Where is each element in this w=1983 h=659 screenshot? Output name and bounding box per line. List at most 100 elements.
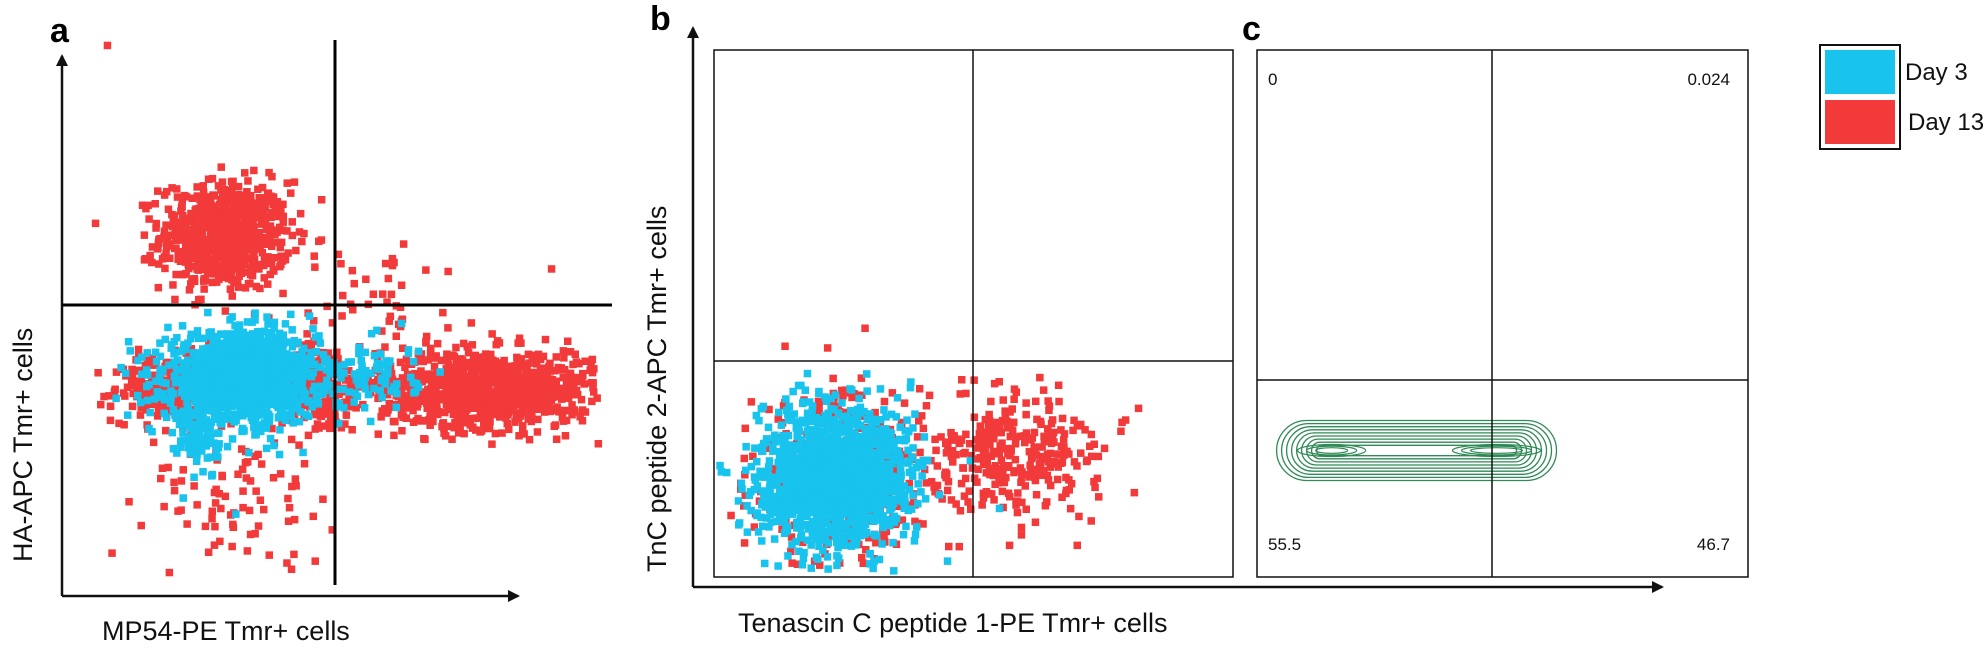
scatter-point xyxy=(197,372,205,380)
scatter-point xyxy=(378,394,386,402)
scatter-point xyxy=(192,254,200,262)
scatter-point xyxy=(426,422,434,430)
scatter-point xyxy=(498,429,506,437)
scatter-point xyxy=(217,404,225,412)
scatter-point xyxy=(403,415,411,423)
scatter-point xyxy=(247,477,255,485)
scatter-point xyxy=(254,186,262,194)
scatter-point xyxy=(291,353,299,361)
scatter-point xyxy=(439,309,447,317)
scatter-point xyxy=(141,256,149,264)
scatter-point xyxy=(472,376,480,384)
scatter-point xyxy=(405,350,413,358)
scatter-point xyxy=(374,360,382,368)
scatter-point xyxy=(562,432,570,440)
scatter-point xyxy=(748,398,756,406)
scatter-point xyxy=(401,404,409,412)
scatter-point xyxy=(999,488,1007,496)
scatter-point xyxy=(1047,463,1055,471)
scatter-point xyxy=(228,189,236,197)
scatter-point xyxy=(368,330,376,338)
scatter-point xyxy=(916,385,924,393)
scatter-point xyxy=(291,178,299,186)
scatter-point xyxy=(172,271,180,279)
scatter-point xyxy=(228,387,236,395)
scatter-point xyxy=(228,178,236,186)
scatter-point xyxy=(186,235,194,243)
scatter-point xyxy=(571,408,579,416)
scatter-point xyxy=(299,449,307,457)
scatter-point xyxy=(279,290,287,298)
scatter-point xyxy=(200,285,208,293)
scatter-point xyxy=(229,435,237,443)
scatter-point xyxy=(162,380,170,388)
scatter-point xyxy=(589,379,597,387)
scatter-point xyxy=(284,179,292,187)
scatter-point xyxy=(448,436,456,444)
scatter-point xyxy=(982,448,990,456)
scatter-point xyxy=(233,217,241,225)
panel-a-x-label: MP54-PE Tmr+ cells xyxy=(102,616,350,646)
scatter-point xyxy=(304,398,312,406)
scatter-point xyxy=(375,430,383,438)
scatter-point xyxy=(257,394,265,402)
scatter-point xyxy=(383,358,391,366)
scatter-point xyxy=(339,292,347,300)
scatter-point xyxy=(185,261,193,269)
panel-a-series-day-13 xyxy=(92,42,602,577)
scatter-point xyxy=(877,385,885,393)
scatter-point xyxy=(553,393,561,401)
scatter-point xyxy=(1001,479,1009,487)
scatter-point xyxy=(148,259,156,267)
scatter-point xyxy=(238,203,246,211)
scatter-point xyxy=(254,344,262,352)
scatter-point xyxy=(235,273,243,281)
scatter-point xyxy=(145,215,153,223)
scatter-point xyxy=(1037,421,1045,429)
scatter-point xyxy=(292,388,300,396)
scatter-point xyxy=(574,391,582,399)
scatter-point xyxy=(148,428,156,436)
scatter-point xyxy=(244,318,252,326)
scatter-point xyxy=(1088,431,1096,439)
scatter-point xyxy=(264,280,272,288)
scatter-point xyxy=(220,364,228,372)
scatter-point xyxy=(204,309,212,317)
scatter-point xyxy=(1010,469,1018,477)
scatter-point xyxy=(1074,542,1082,550)
scatter-point xyxy=(427,349,435,357)
scatter-point xyxy=(992,424,1000,432)
scatter-point xyxy=(199,468,207,476)
scatter-point xyxy=(553,353,561,361)
scatter-point xyxy=(1040,386,1048,394)
scatter-point xyxy=(226,257,234,265)
scatter-point xyxy=(308,373,316,381)
scatter-point xyxy=(219,390,227,398)
scatter-point xyxy=(199,234,207,242)
scatter-point xyxy=(442,432,450,440)
scatter-point xyxy=(361,404,369,412)
scatter-point xyxy=(167,387,175,395)
scatter-point xyxy=(237,410,245,418)
scatter-point xyxy=(248,414,256,422)
scatter-point xyxy=(268,173,276,181)
scatter-point xyxy=(944,487,952,495)
scatter-point xyxy=(169,281,177,289)
scatter-point xyxy=(472,367,480,375)
scatter-point xyxy=(473,414,481,422)
scatter-point xyxy=(286,504,294,512)
scatter-point xyxy=(595,440,603,448)
scatter-point xyxy=(317,383,325,391)
scatter-point xyxy=(171,231,179,239)
scatter-point xyxy=(744,528,752,536)
scatter-point xyxy=(1101,445,1109,453)
scatter-point xyxy=(579,417,587,425)
scatter-point xyxy=(343,411,351,419)
scatter-point xyxy=(553,385,561,393)
scatter-point xyxy=(202,523,210,531)
scatter-point xyxy=(382,260,390,268)
scatter-point xyxy=(242,382,250,390)
scatter-point xyxy=(1032,519,1040,527)
scatter-point xyxy=(530,370,538,378)
scatter-point xyxy=(481,386,489,394)
